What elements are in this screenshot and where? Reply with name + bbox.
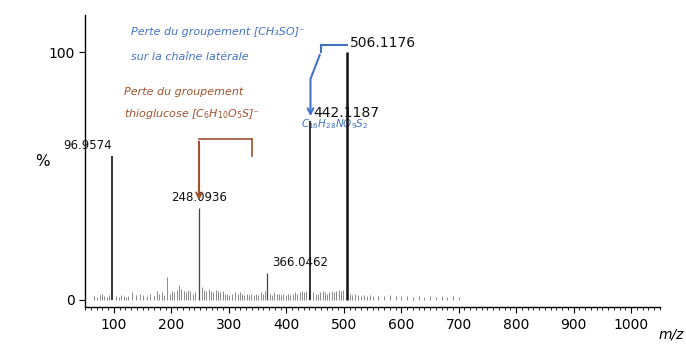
Text: sur la chaîne latérale: sur la chaîne latérale <box>131 52 249 62</box>
Y-axis label: %: % <box>36 154 50 168</box>
Text: 248.0936: 248.0936 <box>171 191 227 204</box>
Text: Perte du groupement [CH₃SO]⁻: Perte du groupement [CH₃SO]⁻ <box>131 27 305 37</box>
X-axis label: m/z: m/z <box>659 328 684 342</box>
Text: Perte du groupement: Perte du groupement <box>124 87 244 97</box>
Text: 442.1187: 442.1187 <box>313 106 379 120</box>
Text: 506.1176: 506.1176 <box>350 36 416 50</box>
Text: 96.9574: 96.9574 <box>63 139 112 152</box>
Text: 366.0462: 366.0462 <box>272 256 328 269</box>
Text: $C_{16}H_{28}NO_{9}S_{2}$: $C_{16}H_{28}NO_{9}S_{2}$ <box>300 118 368 131</box>
Text: thioglucose [$C_{6}H_{10}O_{5}S$]⁻: thioglucose [$C_{6}H_{10}O_{5}S$]⁻ <box>124 107 261 122</box>
